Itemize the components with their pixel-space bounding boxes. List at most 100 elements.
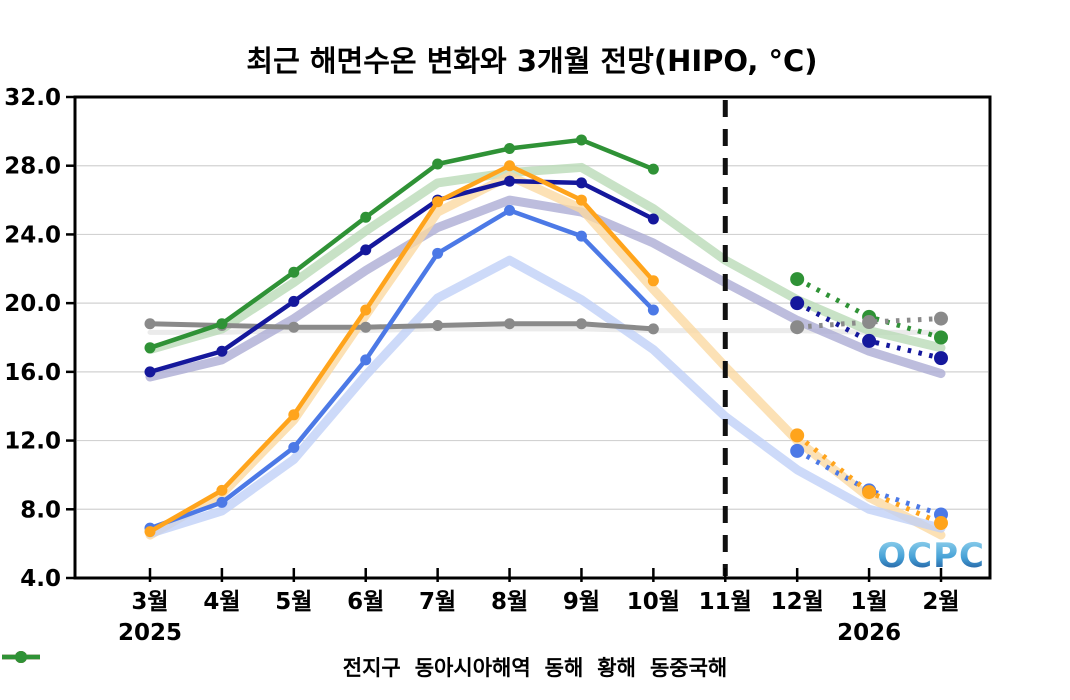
x-tick-label: 12월 bbox=[771, 589, 824, 615]
observed-point bbox=[288, 295, 300, 307]
observed-point bbox=[216, 318, 228, 330]
legend-label: 동중국해 bbox=[649, 656, 728, 680]
observed-point bbox=[647, 304, 659, 316]
observed-point bbox=[575, 194, 587, 206]
climatology-band-전지구 bbox=[147, 326, 944, 335]
observed-point bbox=[504, 204, 516, 216]
observed-point bbox=[288, 266, 300, 278]
forecast-point bbox=[790, 428, 805, 443]
x-tick-label: 2월 bbox=[922, 589, 959, 615]
observed-point bbox=[216, 484, 228, 496]
y-tick-label: 4.0 bbox=[20, 566, 61, 592]
plot-frame bbox=[73, 95, 992, 580]
legend-marker-icon bbox=[2, 651, 40, 663]
observed-point bbox=[504, 318, 516, 330]
forecast-point bbox=[934, 311, 948, 326]
x-tick-label: 4월 bbox=[203, 589, 240, 615]
legend-item-동해: 동해 bbox=[2, 651, 584, 682]
observed-point bbox=[144, 318, 156, 330]
observed-point bbox=[575, 230, 587, 242]
observed-point bbox=[575, 177, 587, 189]
climatology-band-동중국해 bbox=[145, 162, 946, 355]
observed-point bbox=[575, 134, 587, 146]
y-tick-label: 24.0 bbox=[4, 222, 61, 248]
x-tick-label: 3월 bbox=[131, 589, 168, 615]
forecast-line-동해 bbox=[795, 448, 942, 517]
observed-point bbox=[288, 409, 300, 421]
climatology-band-황해 bbox=[145, 171, 946, 540]
observed-point bbox=[144, 366, 156, 378]
forecast-point bbox=[790, 272, 805, 287]
forecast-point bbox=[862, 485, 877, 500]
observed-point bbox=[647, 323, 659, 335]
observed-line-동해 bbox=[147, 208, 656, 531]
chart-title: 최근 해면수온 변화와 3개월 전망(HIPO, °C) bbox=[246, 44, 818, 78]
observed-point bbox=[504, 175, 516, 187]
climatology-band-동해 bbox=[145, 255, 946, 538]
observed-point bbox=[432, 247, 444, 259]
observed-point bbox=[360, 321, 372, 333]
x-tick-label: 7월 bbox=[419, 589, 456, 615]
observed-point bbox=[144, 526, 156, 538]
legend-item-동아시아해역: 동아시아해역 bbox=[2, 651, 531, 682]
year-label: 2026 bbox=[837, 620, 901, 646]
x-tick-label: 6월 bbox=[347, 589, 384, 615]
year-label: 2025 bbox=[118, 620, 182, 646]
observed-line-동아시아해역 bbox=[147, 178, 656, 375]
legend-item-전지구: 전지구 bbox=[2, 651, 401, 682]
observed-point bbox=[432, 319, 444, 331]
forecast-point bbox=[790, 320, 805, 335]
x-tick-label: 11월 bbox=[699, 589, 752, 615]
observed-point bbox=[360, 244, 372, 256]
legend-item-동중국해: 동중국해 bbox=[2, 651, 728, 682]
observed-point bbox=[360, 211, 372, 223]
y-tick-label: 32.0 bbox=[4, 85, 61, 111]
observed-point bbox=[216, 345, 228, 357]
observed-point bbox=[432, 158, 444, 170]
x-tick-label: 8월 bbox=[491, 589, 528, 615]
observed-point bbox=[216, 496, 228, 508]
observed-point bbox=[432, 196, 444, 208]
x-tick-label: 10월 bbox=[627, 589, 680, 615]
observed-point bbox=[647, 163, 659, 175]
observed-point bbox=[504, 160, 516, 172]
y-tick-label: 8.0 bbox=[20, 497, 61, 523]
legend-label: 동아시아해역 bbox=[414, 656, 531, 680]
x-tick-label: 9월 bbox=[563, 589, 600, 615]
y-tick-label: 28.0 bbox=[4, 154, 61, 180]
forecast-point bbox=[934, 330, 948, 345]
x-tick-label: 5월 bbox=[275, 589, 312, 615]
observed-point bbox=[504, 143, 516, 155]
observed-line-전지구 bbox=[147, 321, 656, 332]
legend-label: 동해 bbox=[544, 656, 584, 680]
observed-point bbox=[647, 213, 659, 225]
chart-legend: 전지구 동아시아해역 동해 황해 동중국해 bbox=[0, 649, 1070, 685]
observed-point bbox=[575, 318, 587, 330]
observed-line-황해 bbox=[147, 163, 656, 534]
x-tick-label: 1월 bbox=[851, 589, 888, 615]
forecast-line-황해 bbox=[795, 433, 942, 526]
forecast-line-전지구 bbox=[797, 316, 942, 330]
forecast-point bbox=[934, 351, 948, 366]
observed-point bbox=[647, 275, 659, 287]
ocpc-logo: OCPC bbox=[877, 536, 985, 576]
y-tick-label: 16.0 bbox=[4, 360, 61, 386]
observed-point bbox=[288, 441, 300, 453]
forecast-point bbox=[862, 315, 877, 330]
legend-label: 전지구 bbox=[342, 656, 401, 680]
observed-point bbox=[144, 342, 156, 354]
observed-point bbox=[360, 304, 372, 316]
forecast-point bbox=[934, 516, 948, 531]
forecast-point bbox=[862, 333, 877, 348]
legend-label: 황해 bbox=[597, 656, 636, 680]
y-tick-label: 20.0 bbox=[4, 291, 61, 317]
forecast-point bbox=[790, 443, 805, 458]
forecast-point bbox=[790, 296, 805, 311]
observed-point bbox=[288, 321, 300, 333]
y-tick-label: 12.0 bbox=[4, 429, 61, 455]
observed-line-동중국해 bbox=[147, 137, 656, 351]
observed-point bbox=[360, 354, 372, 366]
legend-item-황해: 황해 bbox=[2, 651, 636, 682]
